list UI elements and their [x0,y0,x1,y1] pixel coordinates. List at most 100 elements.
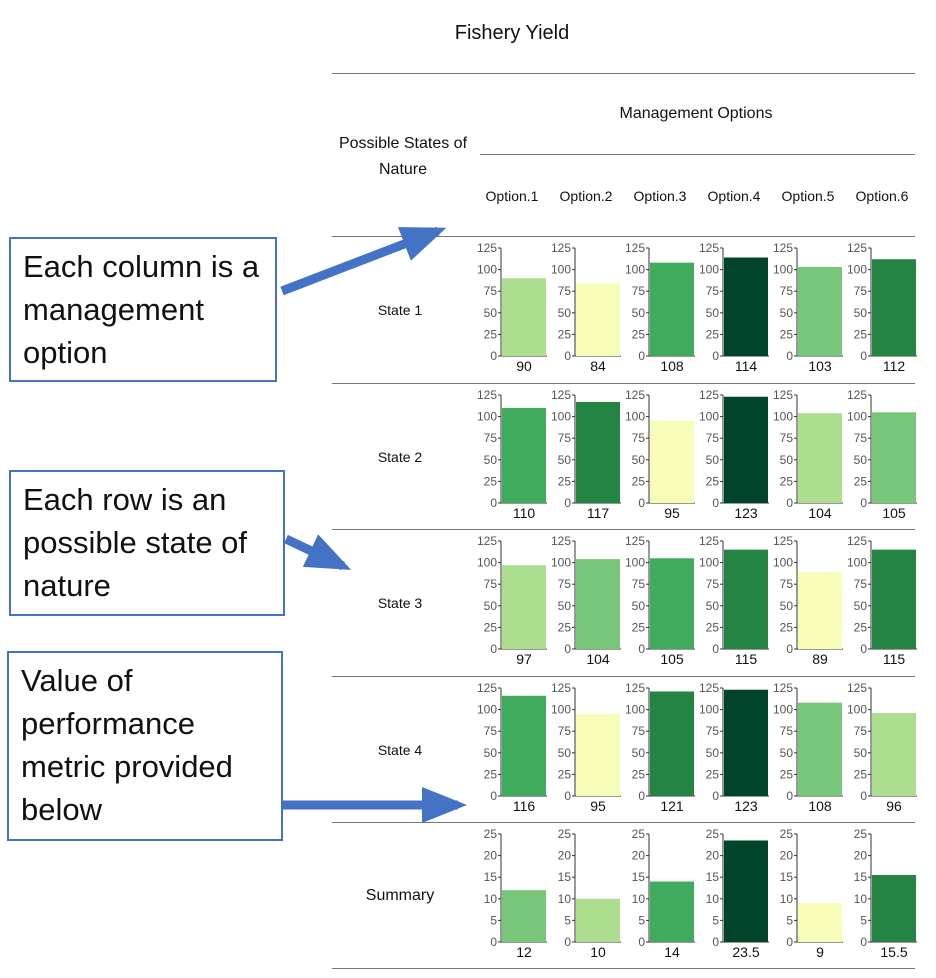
bar [650,881,694,942]
y-tick-label: 15 [854,870,868,884]
option-label-1: Option.1 [485,188,539,204]
option-label-3: Option.3 [633,188,687,204]
y-tick-label: 5 [564,913,571,927]
value-label: 14 [664,944,680,960]
y-tick-label: 75 [558,724,572,738]
bar [502,565,546,649]
y-tick-label: 0 [712,642,719,656]
y-tick-label: 75 [484,577,498,591]
y-tick-label: 20 [854,849,868,863]
y-tick-label: 125 [477,241,497,255]
y-tick-label: 25 [780,827,794,841]
y-tick-label: 50 [484,306,498,320]
bar [502,890,546,942]
bar [650,262,694,356]
y-tick-label: 100 [847,703,867,717]
bar [650,558,694,649]
y-tick-label: 25 [632,827,646,841]
y-tick-label: 100 [477,703,497,717]
bar [502,695,546,796]
row-label-state-2: State 2 [377,449,423,465]
y-tick-label: 75 [484,431,498,445]
y-tick-label: 0 [564,935,571,949]
bar [724,549,768,649]
y-tick-label: 50 [706,746,720,760]
value-label: 117 [587,505,610,521]
y-tick-label: 75 [780,577,794,591]
y-tick-label: 75 [854,577,868,591]
y-tick-label: 50 [780,599,794,613]
y-tick-label: 10 [484,892,498,906]
row-divider-1 [332,236,915,237]
y-tick-label: 25 [484,767,498,781]
y-tick-label: 100 [551,410,571,424]
y-tick-label: 125 [625,388,645,402]
bar [798,413,842,503]
y-tick-label: 100 [699,263,719,277]
value-label: 112 [883,358,906,374]
row-divider-4 [332,676,915,677]
option-label-2: Option.2 [559,188,613,204]
y-tick-label: 0 [490,349,497,363]
y-tick-label: 25 [632,620,646,634]
y-tick-label: 100 [773,263,793,277]
y-tick-label: 75 [854,724,868,738]
bar [798,572,842,649]
value-label: 108 [660,358,684,374]
y-tick-label: 25 [558,827,572,841]
value-label: 114 [735,358,758,374]
y-tick-label: 50 [780,746,794,760]
y-tick-label: 50 [484,599,498,613]
row-label-state-4: State 4 [377,742,423,758]
row-divider-3 [332,529,915,530]
y-tick-label: 75 [558,577,572,591]
annotation-box-columns: Each column is a management option [9,237,277,382]
bar [724,840,768,942]
annotation-box-values: Value of performance metric provided bel… [7,651,283,841]
y-tick-label: 100 [625,263,645,277]
annotation-box-rows: Each row is an possible state of nature [9,470,285,616]
y-tick-label: 0 [860,496,867,510]
y-tick-label: 75 [706,284,720,298]
y-tick-label: 125 [773,681,793,695]
y-tick-label: 25 [854,474,868,488]
y-tick-label: 25 [706,474,720,488]
y-tick-label: 0 [638,935,645,949]
y-tick-label: 100 [847,263,867,277]
y-tick-label: 25 [484,620,498,634]
bar [872,259,916,356]
y-tick-label: 75 [706,724,720,738]
value-label: 23.5 [732,944,759,960]
value-label: 116 [513,798,536,814]
y-tick-label: 0 [490,789,497,803]
y-tick-label: 50 [706,453,720,467]
y-tick-label: 50 [632,746,646,760]
bar [576,283,620,356]
states-of-nature-header: Possible States of Nature [338,135,468,178]
y-tick-label: 125 [699,241,719,255]
y-tick-label: 25 [484,327,498,341]
y-tick-label: 20 [706,849,720,863]
y-tick-label: 25 [854,767,868,781]
y-tick-label: 25 [706,767,720,781]
bar [576,401,620,503]
y-tick-label: 0 [786,789,793,803]
bar [798,702,842,796]
y-tick-label: 0 [564,789,571,803]
y-tick-label: 15 [484,870,498,884]
y-tick-label: 25 [854,827,868,841]
value-label: 105 [660,651,684,667]
y-tick-label: 25 [706,620,720,634]
y-tick-label: 125 [847,241,867,255]
y-tick-label: 125 [847,681,867,695]
y-tick-label: 0 [564,642,571,656]
y-tick-label: 75 [484,724,498,738]
y-tick-label: 0 [638,642,645,656]
y-tick-label: 50 [632,453,646,467]
y-tick-label: 25 [854,620,868,634]
y-tick-label: 75 [780,724,794,738]
y-tick-label: 10 [706,892,720,906]
y-tick-label: 100 [477,263,497,277]
y-tick-label: 20 [558,849,572,863]
